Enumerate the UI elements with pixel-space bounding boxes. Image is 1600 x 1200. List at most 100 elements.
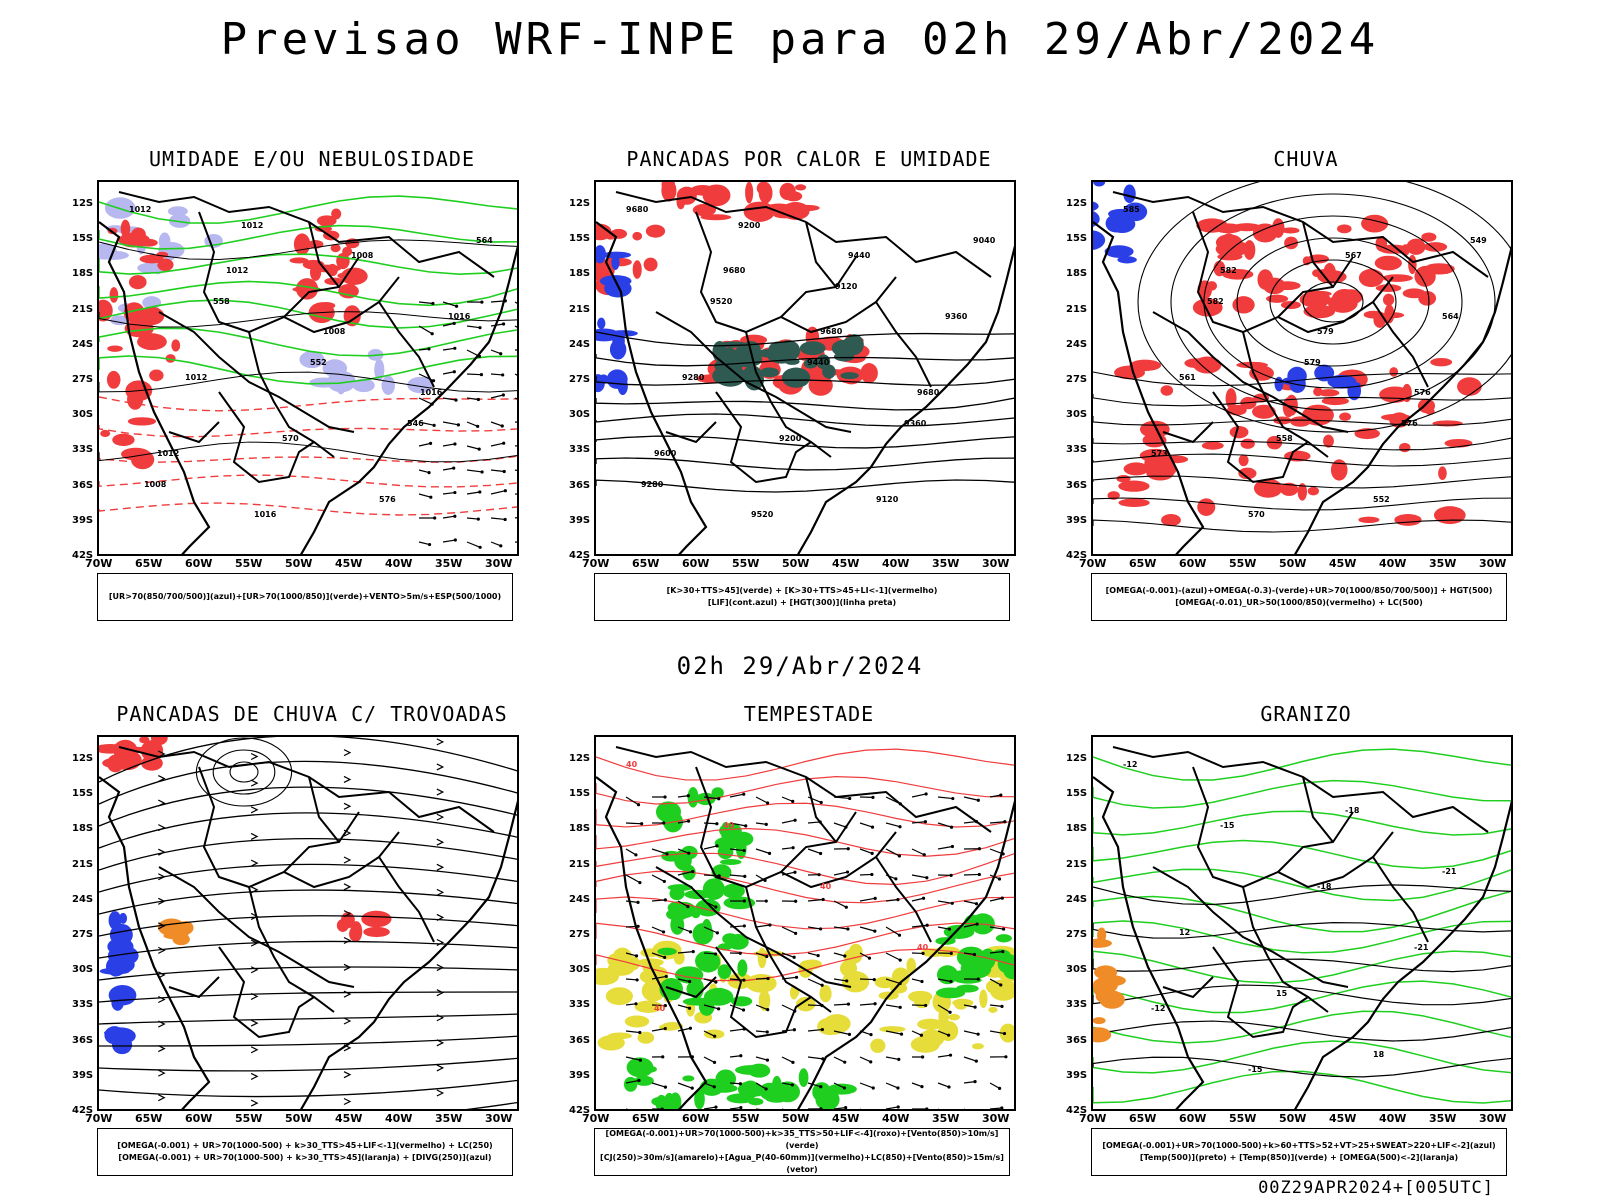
wind-vector-850	[963, 1004, 976, 1008]
panel-legend: [OMEGA(-0.001)+UR>70(1000-500)+k>35_TTS>…	[594, 1128, 1010, 1176]
red-rain-area	[1146, 464, 1175, 481]
blue-divergence-dot	[111, 994, 124, 1011]
contour-value-label: 9680	[626, 205, 649, 214]
panel-title: CHUVA	[1273, 147, 1339, 171]
wind-vector	[442, 397, 457, 401]
red-rain-area	[1192, 298, 1223, 317]
red-rain-area	[1232, 296, 1255, 314]
legend-line: [OMEGA(-0.001)+UR>70(1000-500)+k>35_TTS>…	[605, 1129, 999, 1150]
contour-value-label: 9440	[848, 251, 871, 260]
red-rain-area	[1222, 269, 1254, 280]
latitude-tick-label: 18S	[72, 268, 94, 280]
wind-vector-850	[963, 820, 977, 824]
latitude-tick-label: 18S	[72, 823, 94, 835]
hgt300-contour	[596, 354, 1014, 367]
latitude-tick-label: 27S	[72, 929, 94, 940]
panel-title: TEMPESTADE	[743, 702, 875, 726]
streamline-arrow	[436, 964, 445, 972]
latitude-tick-label: 39S	[72, 514, 94, 526]
contour-value-label: 573	[1151, 449, 1168, 458]
hgt300-contour	[596, 479, 1014, 493]
state-border-line	[665, 421, 717, 444]
yellow-jet-area	[879, 1026, 906, 1033]
state-border-line	[745, 331, 832, 458]
wind-vector-850	[781, 1082, 793, 1086]
red-instability-area	[700, 214, 732, 221]
wind-vector-850	[833, 926, 848, 930]
streamline-arrow	[343, 1017, 352, 1025]
red-rain-area	[1358, 268, 1384, 288]
latitude-tick-label: 36S	[72, 479, 94, 491]
yellow-jet-area	[979, 989, 988, 1009]
wind-vector-850	[625, 1056, 641, 1061]
streamline-arrow	[250, 779, 259, 787]
panel-title: PANCADAS DE CHUVA C/ TROVOADAS	[116, 702, 508, 726]
green-wind-area	[744, 1080, 757, 1088]
latitude-tick-label: 33S	[1066, 999, 1088, 1011]
state-border-line	[218, 946, 315, 1039]
red-rain-area	[1196, 218, 1228, 233]
green-wind-area	[702, 878, 725, 901]
red-rain-area	[1303, 304, 1336, 319]
map-svg: 9680 9680 9680 9680 9600 9520 9440 9360 9280 9200…	[596, 182, 1014, 554]
wind-vector-850	[833, 871, 848, 876]
contour-value-label: 9280	[641, 480, 664, 489]
red-rain-area	[1114, 365, 1146, 380]
wind-vector-850	[729, 1055, 741, 1058]
red-rain-area	[1337, 224, 1352, 234]
latitude-tick-label: 42S	[569, 1105, 591, 1116]
green-wind-area	[995, 934, 1012, 943]
lc250-closed-contour	[212, 749, 276, 795]
longitude-tick-label: 65W	[135, 1112, 163, 1125]
green-humidity-contour	[99, 327, 517, 357]
green-wind-area	[692, 923, 714, 945]
longitude-tick-label: 70W	[582, 557, 610, 570]
latitude-tick-label: 12S	[72, 753, 94, 764]
streamline-arrow	[250, 886, 259, 894]
contour-value-label: 1008	[323, 327, 346, 336]
contour-value-label: 585	[1123, 205, 1140, 214]
hgt500-contour	[1269, 259, 1397, 345]
wind-vector	[466, 445, 480, 450]
red-speckle	[127, 417, 157, 426]
contour-value-label: 561	[1179, 373, 1196, 382]
green-humidity-contour	[99, 299, 517, 329]
green-wind-area	[682, 997, 714, 1006]
blue-divergence-dot	[107, 945, 139, 966]
green-humidity-contour	[99, 195, 517, 224]
yellow-jet-area	[703, 1029, 725, 1039]
latitude-tick-label: 42S	[1066, 1105, 1088, 1116]
latitude-tick-label: 12S	[569, 753, 591, 764]
green-wind-area	[726, 1093, 755, 1104]
streamline-arrow	[250, 939, 259, 947]
state-border-line	[378, 301, 435, 388]
teal-instability-area	[742, 365, 763, 385]
wind-vector-850	[625, 978, 638, 981]
green-temp850-contour	[1093, 1040, 1511, 1074]
state-border-line	[1212, 391, 1309, 484]
contour-value-label: 570	[282, 434, 299, 443]
blue-omega-area	[1093, 201, 1099, 211]
green-wind-area	[737, 959, 748, 977]
latitude-tick-label: 24S	[72, 893, 94, 905]
wind-vector-850	[755, 1004, 768, 1011]
latitude-tick-label: 21S	[72, 303, 94, 315]
longitude-tick-label: 45W	[1329, 557, 1357, 570]
wind-vector-850	[755, 1030, 768, 1033]
contour-value-label: 579	[1304, 358, 1321, 367]
wind-vector	[490, 442, 504, 447]
state-border-line	[378, 856, 435, 943]
red-precip-water-contour	[596, 776, 1014, 805]
wind-vector-850	[703, 1004, 719, 1010]
state-border-line	[1192, 766, 1394, 889]
wind-vector-850	[833, 900, 847, 908]
wind-vector-850	[729, 822, 746, 827]
state-border-line	[745, 886, 832, 1013]
latitude-tick-label: 33S	[72, 444, 94, 456]
latitude-tick-label: 39S	[1066, 514, 1088, 526]
wind-vector	[466, 373, 482, 376]
wind-vector-850	[989, 821, 1005, 824]
yellow-jet-area	[795, 996, 816, 1012]
red-instability-area	[756, 182, 771, 196]
hgt500-contour	[1093, 394, 1511, 407]
